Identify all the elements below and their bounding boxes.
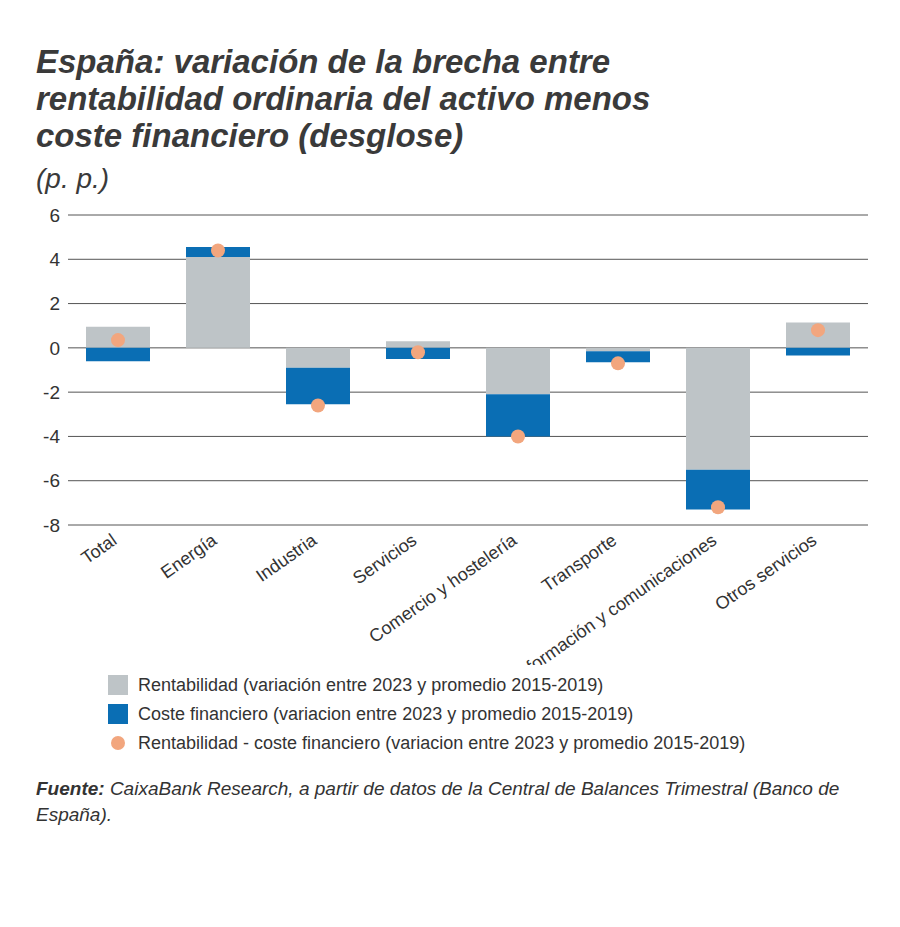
svg-text:6: 6 (49, 205, 60, 226)
svg-text:Transporte: Transporte (538, 530, 620, 596)
svg-text:-6: -6 (43, 470, 60, 491)
svg-text:Servicios: Servicios (349, 530, 420, 588)
html-text:España: variación de la brecha: España: variación de la brecha entre ren… (36, 43, 651, 154)
svg-text:Información y comunicaciones: Información y comunicaciones (510, 530, 720, 665)
html-text:(p. p.): (p. p.) (36, 162, 110, 194)
svg-text:2: 2 (49, 293, 60, 314)
html-text:Rentabilidad (variación entre: Rentabilidad (variación entre 2023 y pro… (138, 674, 604, 695)
svg-text:-8: -8 (43, 515, 60, 536)
html-text:Coste financiero (variacion en: Coste financiero (variacion entre 2023 y… (138, 703, 634, 724)
svg-text:Energía: Energía (157, 529, 221, 582)
svg-text:-2: -2 (43, 382, 60, 403)
svg-text:Otros servicios: Otros servicios (711, 530, 820, 615)
svg-text:0: 0 (49, 337, 60, 358)
html-text:Rentabilidad - coste financier: Rentabilidad - coste financiero (variaci… (138, 732, 746, 753)
html-text:Fuente: CaixaBank Research, a: Fuente: CaixaBank Research, a partir de … (36, 777, 840, 825)
svg-text:4: 4 (49, 249, 60, 270)
svg-text:-4: -4 (43, 426, 60, 447)
svg-text:Industria: Industria (252, 529, 321, 586)
svg-text:Comercio y hostelería: Comercio y hostelería (365, 529, 521, 646)
svg-text:Total: Total (78, 530, 121, 568)
